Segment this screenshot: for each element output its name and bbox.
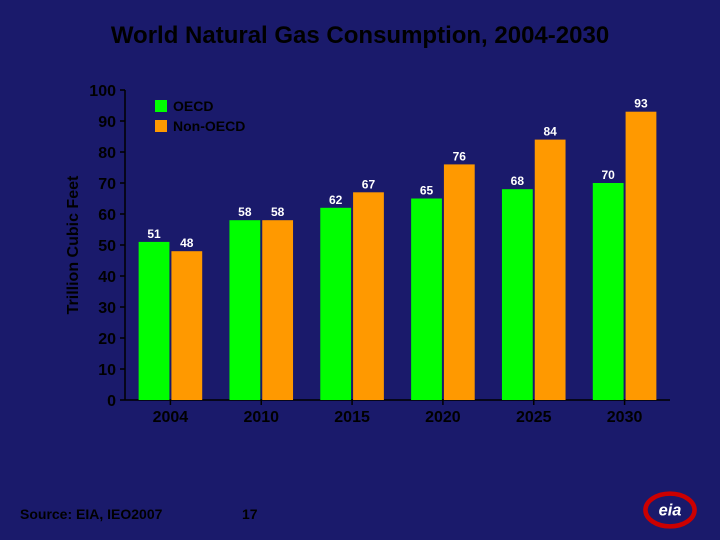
svg-text:20: 20 <box>98 331 116 348</box>
svg-text:68: 68 <box>511 174 525 188</box>
page-title: World Natural Gas Consumption, 2004-2030 <box>0 22 720 50</box>
svg-text:80: 80 <box>98 145 116 162</box>
svg-text:62: 62 <box>329 193 343 207</box>
svg-text:58: 58 <box>271 205 285 219</box>
svg-text:40: 40 <box>98 269 116 286</box>
slide: World Natural Gas Consumption, 2004-2030… <box>0 0 720 540</box>
svg-text:10: 10 <box>98 362 116 379</box>
page-number: 17 <box>242 506 258 522</box>
source-label: Source: EIA, IEO2007 <box>20 506 162 522</box>
chart-container: 0102030405060708090100Trillion Cubic Fee… <box>60 80 680 440</box>
svg-text:58: 58 <box>238 205 252 219</box>
svg-text:93: 93 <box>634 97 648 111</box>
svg-text:eia: eia <box>659 501 682 519</box>
svg-text:OECD: OECD <box>173 98 213 114</box>
svg-text:0: 0 <box>107 393 116 410</box>
svg-text:2020: 2020 <box>425 409 461 426</box>
svg-text:90: 90 <box>98 114 116 131</box>
svg-text:51: 51 <box>147 227 161 241</box>
svg-text:65: 65 <box>420 184 434 198</box>
svg-text:2015: 2015 <box>334 409 370 426</box>
svg-text:70: 70 <box>602 168 616 182</box>
bar-chart: 0102030405060708090100Trillion Cubic Fee… <box>60 80 680 440</box>
svg-text:2030: 2030 <box>607 409 643 426</box>
svg-text:2010: 2010 <box>243 409 279 426</box>
svg-text:2025: 2025 <box>516 409 552 426</box>
svg-text:Non-OECD: Non-OECD <box>173 118 245 134</box>
svg-text:67: 67 <box>362 177 376 191</box>
svg-text:76: 76 <box>453 149 467 163</box>
svg-text:84: 84 <box>543 125 557 139</box>
svg-text:48: 48 <box>180 236 194 250</box>
svg-text:70: 70 <box>98 176 116 193</box>
svg-text:100: 100 <box>89 83 116 100</box>
svg-text:50: 50 <box>98 238 116 255</box>
svg-text:Trillion Cubic Feet: Trillion Cubic Feet <box>65 175 82 314</box>
svg-text:2004: 2004 <box>153 409 189 426</box>
eia-logo: eia <box>642 490 698 530</box>
svg-text:30: 30 <box>98 300 116 317</box>
svg-text:60: 60 <box>98 207 116 224</box>
